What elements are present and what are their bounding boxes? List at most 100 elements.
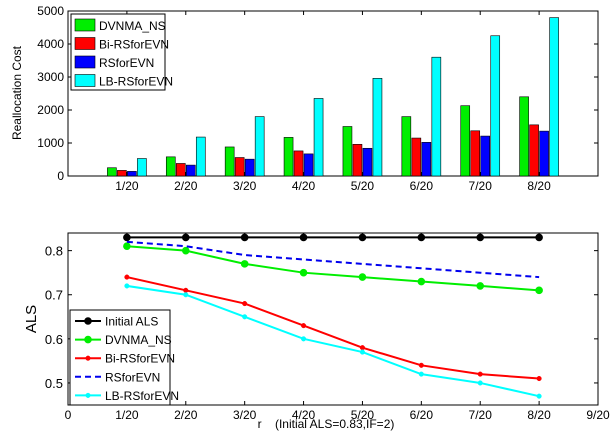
- line-point-dvnma-ns: [84, 335, 92, 344]
- line-legend-label-initial-als: Initial ALS: [105, 315, 158, 329]
- bar-dvnma-ns: [107, 167, 117, 177]
- line-point-bi-rsforevn: [536, 375, 542, 382]
- bar-x-tick-label: 1/20: [115, 179, 139, 193]
- line-x-tick-label: 2/20: [174, 408, 198, 422]
- line-y-axis-label: ALS: [23, 305, 40, 333]
- line-point-dvnma-ns: [535, 286, 543, 295]
- line-point-lb-rsforevn: [124, 283, 130, 289]
- bar-dvnma-ns: [460, 105, 471, 177]
- bar-bi-rsforevn: [470, 130, 481, 177]
- line-point-initial-als: [358, 233, 367, 242]
- line-x-ticks: 0 1/20 2/20 3/20 4/20 5/20 6/20 7/20 8/20 9/20: [65, 233, 610, 422]
- line-point-lb-rsforevn: [85, 392, 91, 398]
- line-point-lb-rsforevn: [536, 393, 542, 399]
- line-point-lb-rsforevn: [418, 371, 424, 377]
- line-point-bi-rsforevn: [418, 362, 424, 368]
- bar-x-tick-label: 7/20: [469, 179, 493, 193]
- bar-legend-swatch-rsforevn: [74, 55, 96, 69]
- line-x-tick-label: 5/20: [351, 408, 375, 422]
- line-x-tick-label: 4/20: [292, 408, 316, 422]
- bar-dvnma-ns: [165, 156, 176, 177]
- line-y-tick-label: 0.8: [45, 244, 63, 259]
- bar-y-tick-label: 3000: [37, 70, 64, 84]
- bar-dvnma-ns: [401, 116, 412, 177]
- bar-legend-swatch-lb-rsforevn: [74, 74, 96, 87]
- bar-rsforevn: [185, 164, 196, 177]
- line-legend-label-dvnma-ns: DVNMA_NS: [105, 333, 172, 347]
- line-point-dvnma-ns: [240, 260, 249, 268]
- bar-dvnma-ns: [342, 126, 353, 177]
- line-point-initial-als: [240, 233, 249, 242]
- bar-dvnma-ns: [224, 146, 235, 177]
- line-point-dvnma-ns: [358, 273, 367, 281]
- bar-y-axis-label: Reallocation Cost: [10, 45, 24, 140]
- line-x-tick-label: 6/20: [410, 408, 434, 422]
- line-point-initial-als: [535, 233, 543, 242]
- line-x-tick-label: 7/20: [469, 408, 493, 422]
- line-legend-label-lb-rsforevn: LB-RSforEVN: [105, 389, 179, 403]
- line-series-rsforevn: [126, 240, 540, 279]
- line-point-bi-rsforevn: [301, 323, 307, 329]
- line-point-initial-als: [84, 317, 92, 325]
- line-series-dvnma-ns: [126, 245, 540, 292]
- line-point-initial-als: [299, 233, 308, 242]
- line-legend-label-bi-rsforevn: Bi-RSforEVN: [105, 352, 175, 366]
- bar-x-ticks: 1/20 2/20 3/20 4/20 5/20 6/20 7/20 8/20: [115, 11, 551, 193]
- bar-y-tick-label: 4000: [37, 37, 64, 51]
- line-point-initial-als: [417, 233, 426, 242]
- bar-y-tick-label: 2000: [37, 103, 64, 117]
- line-point-bi-rsforevn: [477, 371, 483, 377]
- bar-bi-rsforevn: [293, 150, 304, 177]
- bar-legend-label-bi-rsforevn: Bi-RSforEVN: [99, 38, 169, 52]
- line-y-tick-label: 0.6: [45, 332, 63, 347]
- line-point-bi-rsforevn: [242, 301, 248, 307]
- bar-legend-label-lb-rsforevn: LB-RSforEVN: [99, 75, 173, 89]
- line-point-bi-rsforevn: [183, 287, 189, 293]
- bar-lb-rsforevn: [313, 98, 324, 177]
- line-y-ticks: 0.5 0.6 0.7 0.8: [45, 244, 598, 391]
- bar-legend-swatch-dvnma-ns: [74, 18, 96, 32]
- line-legend: Initial ALS DVNMA_NS Bi-RSforEVN RSforEVN LB…: [69, 309, 179, 406]
- bar-x-tick-label: 6/20: [410, 179, 434, 193]
- bar-lb-rsforevn: [137, 158, 147, 177]
- line-x-tick-label: 0: [65, 408, 72, 422]
- bar-bi-rsforevn: [529, 124, 539, 177]
- bar-lb-rsforevn: [549, 17, 559, 177]
- bar-lb-rsforevn: [490, 35, 501, 177]
- line-point-lb-rsforevn: [477, 380, 483, 386]
- line-chart: 0.5 0.6 0.7 0.8 0 1/20 2/20 3/20 4/20 5/20 6/20 7/…: [23, 232, 610, 431]
- bar-dvnma-ns: [519, 96, 529, 177]
- bar-rsforevn: [362, 147, 373, 177]
- bar-rsforevn: [539, 130, 549, 177]
- line-point-dvnma-ns: [417, 277, 426, 286]
- line-y-tick-label: 0.5: [45, 376, 63, 391]
- bar-y-tick-label: 1000: [37, 136, 64, 150]
- bar-x-tick-label: 4/20: [292, 179, 316, 193]
- bar-rsforevn: [244, 158, 255, 177]
- line-point-lb-rsforevn: [183, 292, 189, 298]
- line-point-initial-als: [476, 233, 485, 242]
- bar-legend-label-dvnma-ns: DVNMA_NS: [99, 19, 166, 33]
- bar-legend-swatch-bi-rsforevn: [74, 37, 96, 50]
- line-point-bi-rsforevn: [124, 274, 130, 280]
- bar-bi-rsforevn: [352, 144, 363, 177]
- line-marks: [123, 233, 543, 399]
- line-point-initial-als: [181, 233, 190, 242]
- line-y-tick-label: 0.7: [45, 288, 63, 303]
- bar-bi-rsforevn: [117, 170, 127, 177]
- bar-x-tick-label: 2/20: [174, 179, 198, 193]
- line-x-axis-label: r (Initial ALS=0.83,IF=2): [258, 417, 395, 431]
- bar-bi-rsforevn: [411, 137, 422, 177]
- bar-y-tick-label: 0: [57, 169, 64, 183]
- line-point-initial-als: [123, 233, 131, 242]
- line-x-tick-label: 9/20: [586, 408, 610, 422]
- line-point-bi-rsforevn: [359, 345, 365, 351]
- bar-rsforevn: [480, 135, 491, 177]
- bar-bi-rsforevn: [234, 157, 245, 177]
- line-x-tick-label: 3/20: [233, 408, 257, 422]
- bar-lb-rsforevn: [372, 78, 383, 177]
- line-x-tick-label: 8/20: [527, 408, 551, 422]
- bar-rsforevn: [127, 171, 137, 177]
- bar-legend-label-rsforevn: RSforEVN: [99, 56, 154, 70]
